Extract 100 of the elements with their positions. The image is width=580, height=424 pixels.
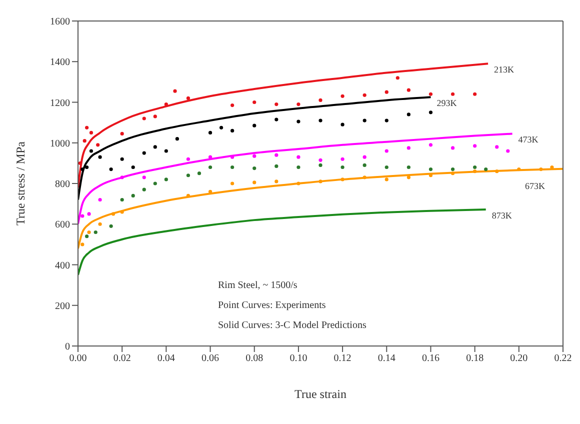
- point: [175, 137, 180, 141]
- point: [495, 170, 499, 174]
- y-tick-label: 0: [65, 342, 70, 353]
- x-tick-label: 0.12: [334, 353, 352, 364]
- point: [120, 132, 124, 136]
- point: [318, 163, 322, 168]
- point: [197, 172, 202, 176]
- x-tick-label: 0.06: [202, 353, 220, 364]
- point: [89, 149, 94, 153]
- series-label: 473K: [518, 134, 539, 145]
- point: [164, 178, 168, 182]
- x-tick-label: 0.10: [290, 353, 308, 364]
- point: [340, 178, 344, 182]
- point: [142, 188, 146, 192]
- series-label: 873K: [492, 210, 512, 220]
- point: [428, 143, 433, 147]
- point: [274, 180, 278, 184]
- line-series: [78, 132, 514, 226]
- point: [111, 212, 116, 216]
- x-axis-title: True strain: [294, 387, 346, 401]
- x-tick-label: 0.08: [246, 353, 264, 364]
- point: [406, 146, 410, 150]
- point: [82, 139, 86, 143]
- point: [153, 114, 157, 118]
- point: [406, 176, 410, 180]
- point: [406, 165, 410, 170]
- y-tick-label: 1000: [50, 138, 70, 150]
- point: [428, 92, 433, 96]
- y-tick-label: 800: [55, 179, 70, 190]
- point: [85, 165, 89, 170]
- point: [340, 94, 344, 98]
- point: [384, 178, 388, 182]
- point: [230, 103, 234, 108]
- point: [80, 167, 84, 172]
- point: [120, 198, 124, 202]
- point: [450, 92, 455, 96]
- point: [362, 155, 366, 159]
- x-tick-label: 0.04: [157, 353, 175, 364]
- point: [85, 234, 89, 238]
- point: [131, 194, 135, 198]
- point: [131, 165, 135, 170]
- point: [98, 155, 102, 159]
- point: [473, 165, 477, 170]
- point: [473, 92, 477, 96]
- point: [208, 155, 212, 159]
- point: [384, 165, 388, 170]
- point: [362, 118, 366, 122]
- point: [318, 98, 322, 102]
- point: [252, 180, 256, 184]
- x-tick-label: 0.02: [113, 353, 131, 364]
- point: [450, 172, 455, 176]
- point: [396, 76, 400, 80]
- y-tick-label: 600: [55, 220, 70, 231]
- y-tick-label: 1400: [50, 57, 70, 68]
- point: [186, 157, 190, 161]
- point: [274, 118, 278, 122]
- point: [318, 118, 322, 122]
- point: [539, 167, 543, 172]
- point: [318, 180, 322, 184]
- point: [362, 176, 366, 180]
- x-tick-label: 0.00: [69, 353, 87, 364]
- point: [85, 126, 89, 130]
- series-label: 293K: [436, 98, 458, 108]
- point: [87, 230, 91, 234]
- point: [428, 167, 433, 172]
- point: [142, 116, 146, 120]
- point: [340, 165, 344, 170]
- point: [96, 143, 100, 147]
- x-tick-label: 0.22: [554, 353, 572, 364]
- point: [208, 165, 212, 170]
- point: [142, 176, 146, 180]
- annotation: Rim Steel, ~ 1500/s: [218, 279, 298, 293]
- series-label: 673K: [525, 180, 546, 191]
- point: [164, 102, 168, 106]
- x-tick-label: 0.18: [466, 353, 484, 364]
- point: [153, 182, 157, 186]
- point: [296, 102, 300, 106]
- point: [87, 212, 91, 216]
- point: [208, 190, 212, 194]
- point: [484, 167, 488, 172]
- y-axis-title: True stress / MPa: [13, 140, 28, 226]
- y-tick-label: 1600: [50, 16, 70, 28]
- y-tick-label: 400: [55, 260, 70, 272]
- x-tick-label: 0.14: [378, 353, 396, 364]
- point: [473, 144, 477, 148]
- point: [340, 122, 344, 126]
- point: [109, 224, 113, 228]
- point: [186, 174, 190, 178]
- point: [296, 120, 300, 124]
- point: [109, 167, 113, 172]
- y-tick-label: 200: [55, 300, 70, 312]
- point: [506, 149, 510, 153]
- point: [252, 124, 256, 128]
- point: [296, 155, 300, 159]
- point: [94, 230, 98, 234]
- point: [362, 163, 366, 168]
- point: [296, 165, 300, 170]
- point: [120, 157, 124, 161]
- point: [296, 182, 300, 186]
- point: [450, 146, 455, 150]
